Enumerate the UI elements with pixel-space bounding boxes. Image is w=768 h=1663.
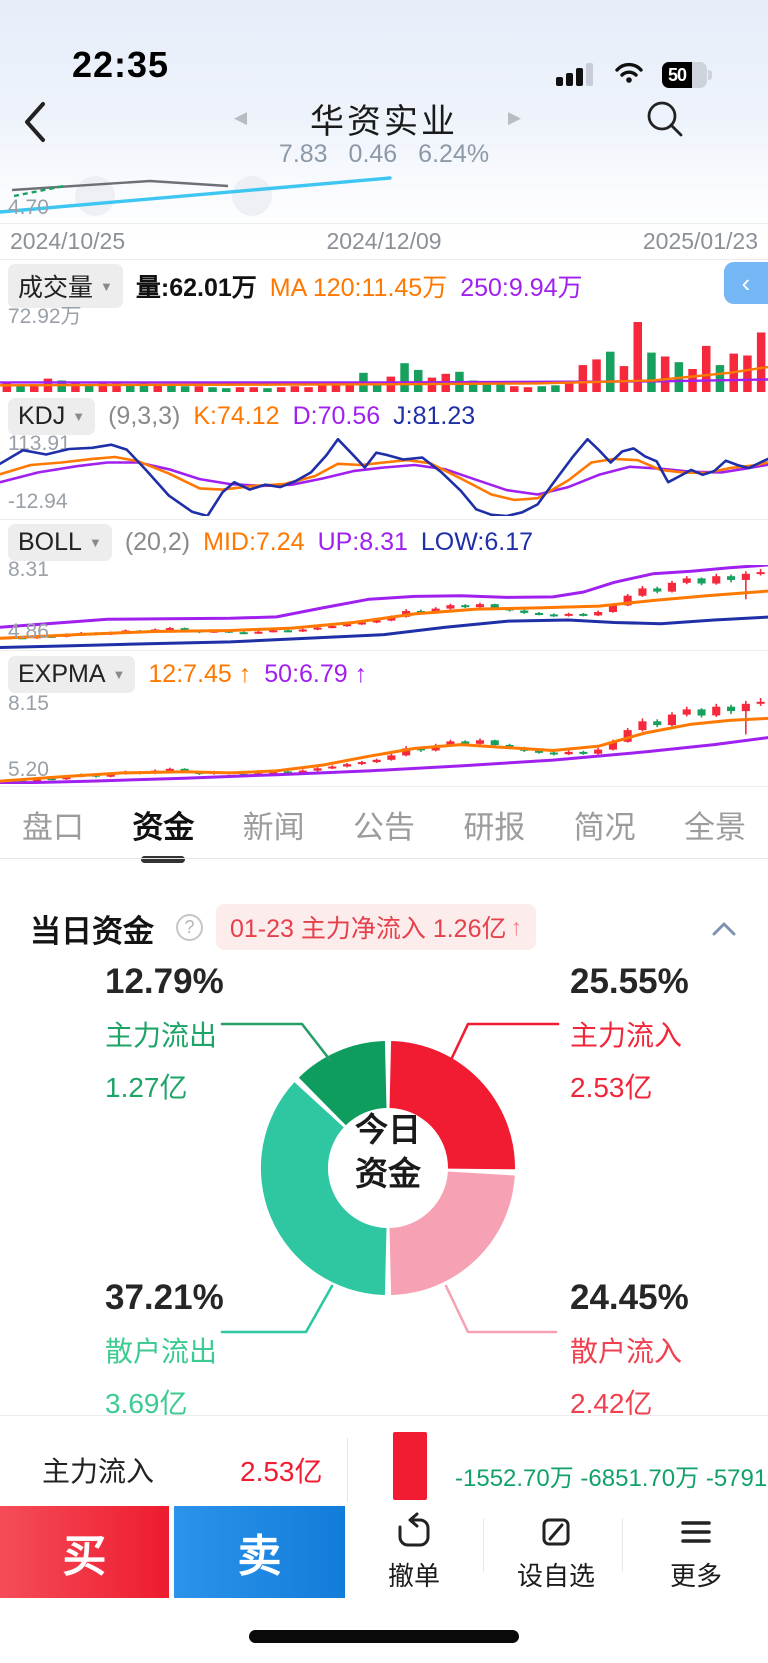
tab-研报[interactable]: 研报	[463, 809, 526, 845]
add-watchlist-button[interactable]: 设自选	[494, 1506, 618, 1598]
expma-min-label: 5.20	[8, 758, 49, 781]
menu-icon	[681, 1520, 711, 1543]
tab-全景[interactable]: 全景	[683, 809, 746, 845]
tab-新闻[interactable]: 新闻	[242, 809, 305, 845]
prev-stock-arrow-icon[interactable]: ◀	[234, 108, 248, 127]
chevron-down-icon: ▼	[88, 535, 102, 550]
battery-icon: 50	[662, 62, 714, 88]
fund-label-main-outflow: 12.79% 主力流出 1.27亿	[105, 962, 224, 1103]
legend-item: 50:6.79 ↑	[264, 660, 368, 688]
legend-item: (9,3,3)	[108, 402, 181, 430]
volume-legend-row: 成交量 ▼ 量:62.01万 MA 120:11.45万 250:9.94万	[0, 264, 768, 308]
boll-candlestick-chart[interactable]	[0, 565, 768, 649]
price-summary: 7.83 0.46 6.24%	[0, 140, 768, 169]
chevron-down-icon: ▼	[112, 667, 126, 682]
buy-button[interactable]: 买	[0, 1506, 169, 1598]
donut-center-label: 今日 资金	[355, 1111, 421, 1192]
signal-strength-icon	[556, 62, 606, 86]
legend-item: LOW:6.17	[420, 528, 534, 556]
date-end: 2025/01/23	[642, 228, 758, 254]
kdj-min-label: -12.94	[8, 490, 68, 513]
legend-item: MID:7.24	[203, 528, 305, 556]
chevron-down-icon: ▼	[100, 278, 113, 294]
tab-盘口[interactable]: 盘口	[22, 809, 84, 845]
expma-indicator-selector[interactable]: EXPMA ▼	[8, 656, 136, 693]
expma-legend-row: EXPMA ▼ 12:7.45 ↑ 50:6.79 ↑	[0, 656, 768, 693]
back-button[interactable]	[22, 100, 48, 144]
chevron-down-icon: ▼	[72, 409, 86, 424]
fund-label-retail-outflow: 37.21% 散户流出 3.69亿	[105, 1278, 224, 1419]
legend-item: UP:8.31	[317, 528, 408, 556]
undo-icon	[398, 1512, 430, 1546]
fund-flow-badge: 01-23 主力净流入 1.26亿 ↑	[216, 904, 536, 950]
wifi-icon	[614, 60, 644, 84]
fund-section-title: 当日资金	[30, 914, 154, 949]
battery-level: 50	[662, 62, 692, 88]
price-change: 0.46	[348, 140, 398, 168]
flow-bar-red	[393, 1432, 427, 1500]
legend-item: K:74.12	[193, 402, 280, 430]
date-middle: 2024/12/09	[326, 228, 442, 254]
fund-donut-chart[interactable]	[0, 940, 768, 1400]
tab-简况[interactable]: 简况	[573, 809, 636, 845]
boll-legend-row: BOLL ▼ (20,2) MID:7.24 UP:8.31 LOW:6.17	[0, 524, 768, 561]
legend-item: J:81.23	[393, 402, 476, 430]
home-indicator[interactable]	[249, 1630, 519, 1643]
boll-max-label: 8.31	[8, 558, 49, 581]
date-axis: 2024/10/25 2024/12/09 2025/01/23	[0, 228, 768, 255]
page-title: 华资实业	[310, 103, 458, 141]
sell-button[interactable]: 卖	[174, 1506, 345, 1598]
price-change-pct: 6.24%	[418, 140, 490, 168]
volume-bar-chart[interactable]	[0, 322, 768, 392]
chart-collapse-button[interactable]: ‹	[724, 262, 768, 304]
more-button[interactable]: 更多	[634, 1506, 758, 1598]
price-chart-preview[interactable]	[0, 166, 768, 222]
date-start: 2024/10/25	[10, 228, 126, 254]
current-price: 7.83	[278, 140, 328, 168]
edit-icon	[542, 1518, 570, 1545]
boll-min-label: 4.86	[8, 620, 49, 643]
kdj-line-chart[interactable]	[0, 438, 768, 516]
kdj-indicator-selector[interactable]: KDJ ▼	[8, 398, 96, 435]
flow-row-label: 主力流入	[42, 1456, 155, 1487]
fund-label-main-inflow: 25.55% 主力流入 2.53亿	[570, 962, 689, 1103]
next-stock-arrow-icon[interactable]: ▶	[508, 108, 522, 127]
legend-item: MA 120:11.45万	[269, 274, 448, 302]
legend-item: 12:7.45 ↑	[148, 660, 252, 688]
volume-indicator-selector[interactable]: 成交量 ▼	[8, 264, 123, 308]
collapse-chevron-icon[interactable]	[712, 922, 736, 936]
price-low-label: 4.70	[8, 196, 49, 219]
tab-资金[interactable]: 资金	[128, 800, 198, 849]
up-arrow-icon: ↑	[510, 913, 523, 940]
kdj-legend-row: KDJ ▼ (9,3,3) K:74.12 D:70.56 J:81.23	[0, 398, 768, 435]
flow-negative-values: -1552.70万 -6851.70万 -5791.03万	[455, 1465, 768, 1492]
legend-item: 250:9.94万	[460, 274, 583, 302]
tab-bar: 盘口 资金 新闻 公告 研报 简况 全景	[0, 798, 768, 850]
fund-label-retail-inflow: 24.45% 散户流入 2.42亿	[570, 1278, 689, 1419]
search-icon[interactable]	[644, 98, 686, 140]
volume-max-label: 72.92万	[8, 305, 82, 328]
legend-item: (20,2)	[124, 528, 191, 556]
status-time: 22:35	[72, 44, 170, 85]
help-icon[interactable]: ?	[176, 914, 203, 941]
boll-indicator-selector[interactable]: BOLL ▼	[8, 524, 112, 561]
cancel-order-button[interactable]: 撤单	[352, 1506, 476, 1598]
flow-row-value: 2.53亿	[240, 1456, 323, 1487]
legend-item: D:70.56	[292, 402, 381, 430]
expma-candlestick-chart[interactable]	[0, 698, 768, 784]
expma-max-label: 8.15	[8, 692, 49, 715]
tab-公告[interactable]: 公告	[352, 809, 415, 845]
legend-item: 量:62.01万	[135, 274, 257, 302]
